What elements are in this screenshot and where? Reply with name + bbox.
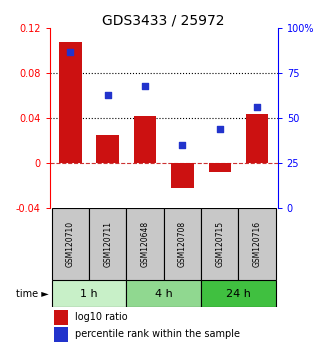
Text: GSM120710: GSM120710 bbox=[66, 221, 75, 267]
Bar bbox=[171, 163, 194, 188]
Point bbox=[68, 49, 73, 55]
Bar bbox=[54, 326, 68, 342]
Text: GSM120708: GSM120708 bbox=[178, 221, 187, 267]
Point bbox=[217, 126, 222, 132]
Bar bbox=[134, 116, 156, 163]
Bar bbox=[96, 135, 119, 163]
Bar bbox=[164, 208, 201, 280]
Text: GSM120648: GSM120648 bbox=[141, 221, 150, 267]
Bar bbox=[201, 280, 276, 308]
Text: GSM120716: GSM120716 bbox=[253, 221, 262, 267]
Title: GDS3433 / 25972: GDS3433 / 25972 bbox=[102, 13, 225, 27]
Point bbox=[143, 83, 148, 88]
Text: log10 ratio: log10 ratio bbox=[75, 312, 127, 322]
Bar bbox=[52, 280, 126, 308]
Text: time ►: time ► bbox=[16, 289, 49, 298]
Bar bbox=[89, 208, 126, 280]
Text: 4 h: 4 h bbox=[155, 289, 173, 298]
Bar bbox=[201, 208, 239, 280]
Bar bbox=[59, 42, 82, 163]
Point bbox=[105, 92, 110, 98]
Bar bbox=[54, 310, 68, 325]
Bar bbox=[246, 114, 268, 163]
Bar bbox=[52, 208, 89, 280]
Text: percentile rank within the sample: percentile rank within the sample bbox=[75, 329, 240, 339]
Bar bbox=[126, 280, 201, 308]
Point bbox=[255, 104, 260, 110]
Bar bbox=[209, 163, 231, 172]
Text: 24 h: 24 h bbox=[226, 289, 251, 298]
Bar bbox=[126, 208, 164, 280]
Point bbox=[180, 142, 185, 148]
Text: 1 h: 1 h bbox=[80, 289, 98, 298]
Bar bbox=[239, 208, 276, 280]
Text: GSM120711: GSM120711 bbox=[103, 221, 112, 267]
Text: GSM120715: GSM120715 bbox=[215, 221, 224, 267]
